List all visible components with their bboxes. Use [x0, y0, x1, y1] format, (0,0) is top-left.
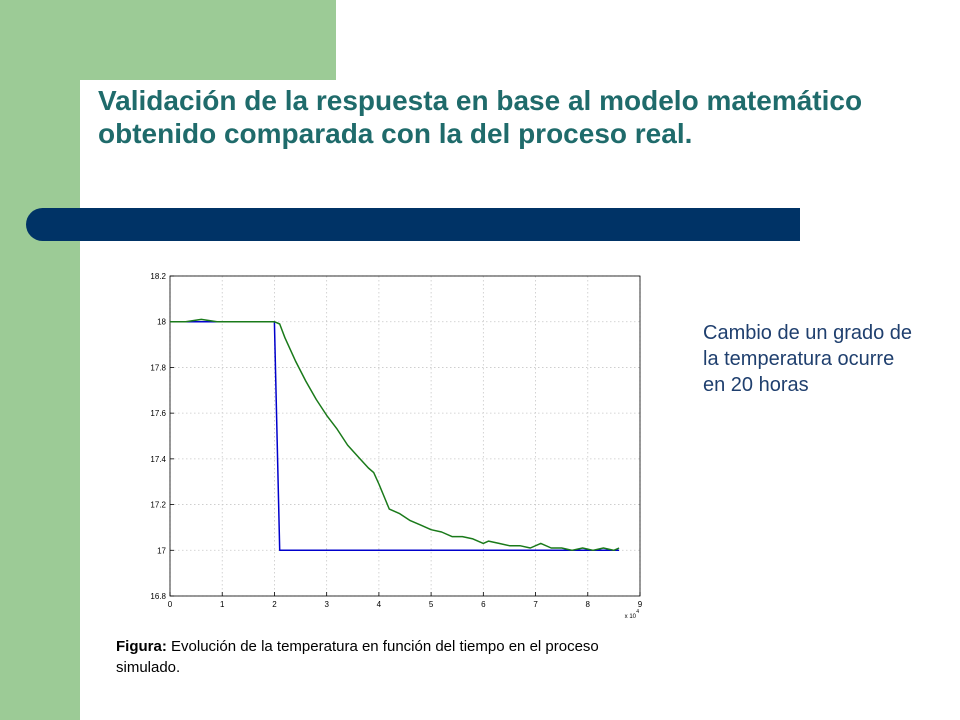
x-tick-label-1: 1 [220, 600, 225, 609]
title-divider-bar [26, 208, 800, 241]
figure-caption: Figura: Evolución de la temperatura en f… [116, 636, 640, 678]
top-accent-block [80, 0, 336, 80]
y-tick-label-2: 17.2 [150, 501, 166, 510]
y-tick-label-6: 18 [157, 318, 166, 327]
plot-frame [169, 275, 641, 597]
x-tick-label-0: 0 [168, 600, 173, 609]
x-multiplier-exponent: 4 [636, 609, 639, 615]
x-tick-label-7: 7 [533, 600, 538, 609]
caption-text: Evolución de la temperatura en función d… [116, 638, 599, 676]
x-multiplier-label: x 10 [625, 614, 637, 618]
y-tick-label-0: 16.8 [150, 592, 166, 601]
temperature-chart: 0 1 2 3 4 5 6 7 8 9 16.8 17 17.2 17.4 17.6 17.8 18 18.2 x … [150, 272, 642, 620]
slide-title: Validación de la respuesta en base al mo… [98, 85, 863, 149]
x-tick-label-4: 4 [377, 600, 382, 609]
x-tick-label-8: 8 [586, 600, 591, 609]
left-accent-band [0, 0, 80, 720]
series-line-1 [170, 318, 620, 552]
y-tick-label-3: 17.4 [150, 455, 166, 464]
y-tick-label-1: 17 [157, 546, 166, 555]
x-tick-label-9: 9 [638, 600, 642, 609]
y-tick-label-5: 17.8 [150, 363, 166, 372]
y-tick-label-7: 18.2 [150, 272, 166, 281]
side-note: Cambio de un grado de la temperatura ocu… [703, 322, 913, 396]
x-tick-label-2: 2 [272, 600, 277, 609]
y-tick-label-4: 17.6 [150, 409, 166, 418]
x-tick-label-3: 3 [324, 600, 329, 609]
plot-area [170, 276, 640, 596]
chart-container: 0 1 2 3 4 5 6 7 8 9 16.8 17 17.2 17.4 17.6 17.8 18 18.2 x … [134, 262, 642, 620]
x-tick-label-5: 5 [429, 600, 434, 609]
x-tick-label-6: 6 [481, 600, 486, 609]
caption-label: Figura: [116, 638, 167, 655]
